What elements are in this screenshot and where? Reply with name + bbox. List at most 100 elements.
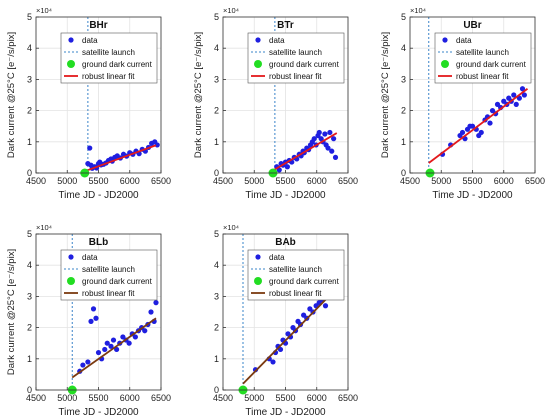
legend-label-ground: ground dark current [456,60,527,69]
legend-label-launch: satellite launch [269,265,322,274]
y-axis-label: Dark current @25°C [e⁻/s/pix] [6,249,17,375]
legend: data satellite launch ground dark current r… [434,32,532,84]
x-tick-label: 5500 [88,393,108,403]
x-tick-label: 5500 [275,393,295,403]
data-point [252,367,259,373]
y-tick-label: 0 [214,385,219,395]
data-point [80,362,86,368]
data-point [85,359,91,365]
legend-label-data: data [82,253,98,262]
x-tick-label: 5500 [88,176,108,186]
data-point [513,101,519,107]
legend-label-launch: satellite launch [456,48,509,57]
legend: data satellite launch ground dark current r… [60,32,158,84]
x-tick-label: 5000 [57,393,77,403]
data-point [102,346,108,353]
data-point [316,129,322,136]
data-point [325,145,331,151]
exponent-label: ×10⁴ [410,6,426,15]
y-tick-label: 3 [27,74,32,84]
legend: data satellite launch ground dark current r… [247,32,345,84]
legend-data-marker [68,254,74,260]
data-point [469,123,476,129]
fit-line [242,286,339,385]
subplot-ubr: 4500 5000 5500 6000 6500 0 1 2 3 4 5 ×10⁴ UBr Time JD… [380,6,545,201]
data-point [142,328,148,334]
legend-ground-marker [254,60,262,68]
legend-box [60,249,158,301]
x-axis-label: Time JD - JD2000 [58,190,139,201]
y-tick-label: 1 [27,354,32,364]
y-tick-label: 4 [27,260,32,270]
subplot-title: BLb [89,237,108,248]
data-point [93,315,99,321]
legend-label-data: data [269,253,285,262]
data-point [511,92,517,98]
legend-label-fit: robust linear fit [456,72,509,81]
y-tick-label: 5 [214,12,219,22]
data-point [88,318,94,324]
legend-label-ground: ground dark current [82,277,153,286]
data-point [331,136,337,142]
fit-line [272,132,338,172]
exponent-label: ×10⁴ [36,223,52,232]
data-point [114,346,120,353]
data-point [487,120,493,126]
x-tick-label: 6000 [120,176,140,186]
legend-box [60,32,158,84]
legend-data-marker [255,37,261,43]
data-point [284,164,290,170]
x-axis-label: Time JD - JD2000 [58,407,139,418]
data-point [519,86,526,92]
legend-label-data: data [269,36,285,45]
legend-label-fit: robust linear fit [82,289,135,298]
legend-label-ground: ground dark current [269,60,340,69]
x-tick-label: 5000 [431,176,451,186]
y-tick-label: 0 [27,168,32,178]
x-tick-label: 5500 [462,176,482,186]
data-point [459,129,466,136]
y-tick-label: 0 [401,168,406,178]
x-tick-label: 5000 [57,176,77,186]
fit-line [71,317,157,379]
x-tick-label: 4500 [213,393,233,403]
y-tick-label: 2 [214,106,219,116]
data-point [478,129,484,136]
y-tick-label: 3 [27,291,32,301]
fit-line [85,144,157,172]
legend: data satellite launch ground dark current r… [60,249,158,301]
subplot-title: BAb [275,237,296,248]
legend-box [434,32,532,84]
exponent-label: ×10⁴ [223,6,239,15]
x-tick-label: 5000 [244,393,264,403]
data-point [521,92,527,98]
legend-box [247,32,345,84]
data-point [322,131,328,137]
legend-label-launch: satellite launch [269,48,322,57]
legend-label-data: data [82,36,98,45]
x-tick-label: 6500 [338,393,358,403]
data-point [95,349,102,356]
x-axis-label: Time JD - JD2000 [245,407,326,418]
subplot-title: BTr [277,20,294,31]
x-tick-label: 6000 [120,393,140,403]
subplot-bhr: 4500 5000 5500 6000 6500 0 1 2 3 4 5 ×10⁴ BHr Time JD… [6,6,171,201]
subplot-title: UBr [463,20,481,31]
y-tick-label: 1 [27,137,32,147]
data-point [87,145,93,151]
subplot-blb: 4500 5000 5500 6000 6500 0 1 2 3 4 5 ×10⁴ BLb Time JD… [6,223,171,418]
subplot-bab: 4500 5000 5500 6000 6500 0 1 2 3 4 5 ×10⁴ BAb Time JD… [213,223,358,418]
y-tick-label: 2 [214,323,219,333]
x-axis-label: Time JD - JD2000 [432,190,513,201]
data-point [311,136,317,142]
legend-ground-marker [441,60,449,68]
x-tick-label: 4500 [26,176,46,186]
data-point [154,142,160,148]
legend-ground-marker [67,277,75,285]
data-point [332,154,339,160]
x-tick-label: 6500 [338,176,358,186]
x-tick-label: 6000 [307,393,327,403]
fit-line [428,88,529,164]
x-tick-label: 6000 [307,176,327,186]
